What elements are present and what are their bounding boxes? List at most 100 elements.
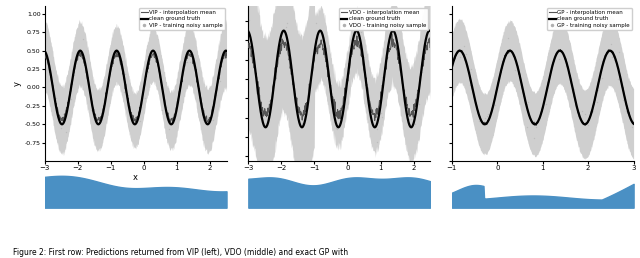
Point	[356, 30, 367, 35]
Point	[465, 83, 476, 87]
Point	[372, 127, 382, 131]
Point	[518, 94, 529, 98]
Point	[88, 112, 98, 116]
Point	[613, 77, 623, 81]
Point	[417, 70, 427, 74]
Legend: VIP - interpolation mean, clean ground truth, VIP - training noisy sample: VIP - interpolation mean, clean ground t…	[139, 8, 225, 30]
Point	[120, 72, 130, 76]
Point	[275, 38, 285, 42]
Point	[307, 64, 317, 68]
Point	[282, 21, 292, 25]
Point	[282, 37, 292, 41]
Point	[483, 111, 493, 116]
Point	[319, 42, 330, 46]
Point	[97, 114, 108, 118]
Point	[402, 109, 412, 113]
Point	[139, 78, 149, 82]
Point	[312, 36, 322, 40]
Point	[373, 111, 383, 115]
Point	[376, 115, 387, 119]
Text: Figure 2: First row: Predictions returned from VIP (left), VDO (middle) and exac: Figure 2: First row: Predictions returne…	[13, 248, 348, 257]
Point	[211, 93, 221, 97]
Point	[410, 122, 420, 126]
Point	[161, 113, 172, 117]
Point	[317, 52, 328, 56]
Point	[597, 76, 607, 80]
Point	[269, 80, 279, 84]
Point	[56, 126, 66, 130]
Point	[164, 127, 174, 131]
Point	[516, 83, 527, 87]
Point	[140, 96, 150, 100]
Point	[106, 61, 116, 65]
Point	[244, 18, 254, 22]
Point	[482, 114, 492, 118]
Point	[255, 98, 265, 102]
Point	[262, 114, 273, 118]
Point	[377, 75, 387, 79]
Point	[372, 140, 383, 144]
Point	[467, 84, 477, 88]
Point	[592, 87, 602, 92]
Point	[143, 66, 153, 70]
Point	[264, 115, 274, 119]
Point	[170, 113, 180, 117]
Point	[569, 87, 579, 92]
Point	[483, 116, 493, 120]
Point	[281, 25, 291, 29]
Point	[119, 90, 129, 94]
Point	[276, 43, 287, 47]
Point	[316, 33, 326, 37]
Point	[475, 116, 485, 120]
Point	[566, 83, 577, 87]
Point	[156, 82, 166, 86]
Point	[413, 92, 423, 96]
Point	[607, 55, 617, 59]
Point	[317, 36, 328, 40]
Point	[63, 103, 74, 107]
Point	[264, 99, 275, 103]
Point	[308, 47, 319, 51]
Point	[143, 69, 153, 74]
Point	[61, 130, 72, 134]
Point	[592, 100, 602, 104]
Point	[215, 79, 225, 83]
Point	[563, 65, 573, 69]
Point	[123, 93, 133, 98]
Point	[447, 78, 457, 82]
Point	[77, 37, 88, 42]
Point	[124, 114, 134, 118]
Point	[69, 72, 79, 77]
Point	[202, 120, 212, 124]
Point	[44, 59, 54, 63]
Point	[490, 103, 500, 107]
Point	[541, 102, 552, 106]
Point	[151, 57, 161, 61]
Point	[84, 84, 94, 88]
Point	[51, 96, 61, 100]
Point	[606, 42, 616, 46]
Point	[211, 88, 221, 92]
Point	[609, 58, 619, 62]
Point	[332, 126, 342, 131]
Point	[529, 122, 539, 126]
Point	[296, 121, 307, 125]
Point	[456, 48, 467, 52]
Point	[161, 105, 171, 109]
Point	[337, 105, 347, 109]
Point	[466, 67, 476, 71]
Point	[616, 83, 626, 87]
Point	[379, 72, 389, 76]
Point	[329, 104, 339, 108]
Point	[353, 36, 364, 40]
Point	[143, 54, 154, 58]
Point	[399, 89, 410, 93]
Point	[191, 67, 201, 71]
Point	[105, 67, 115, 71]
Point	[252, 75, 262, 79]
Point	[600, 56, 611, 60]
Point	[58, 112, 68, 116]
Point	[86, 108, 96, 112]
Point	[593, 77, 604, 81]
Point	[459, 44, 469, 48]
